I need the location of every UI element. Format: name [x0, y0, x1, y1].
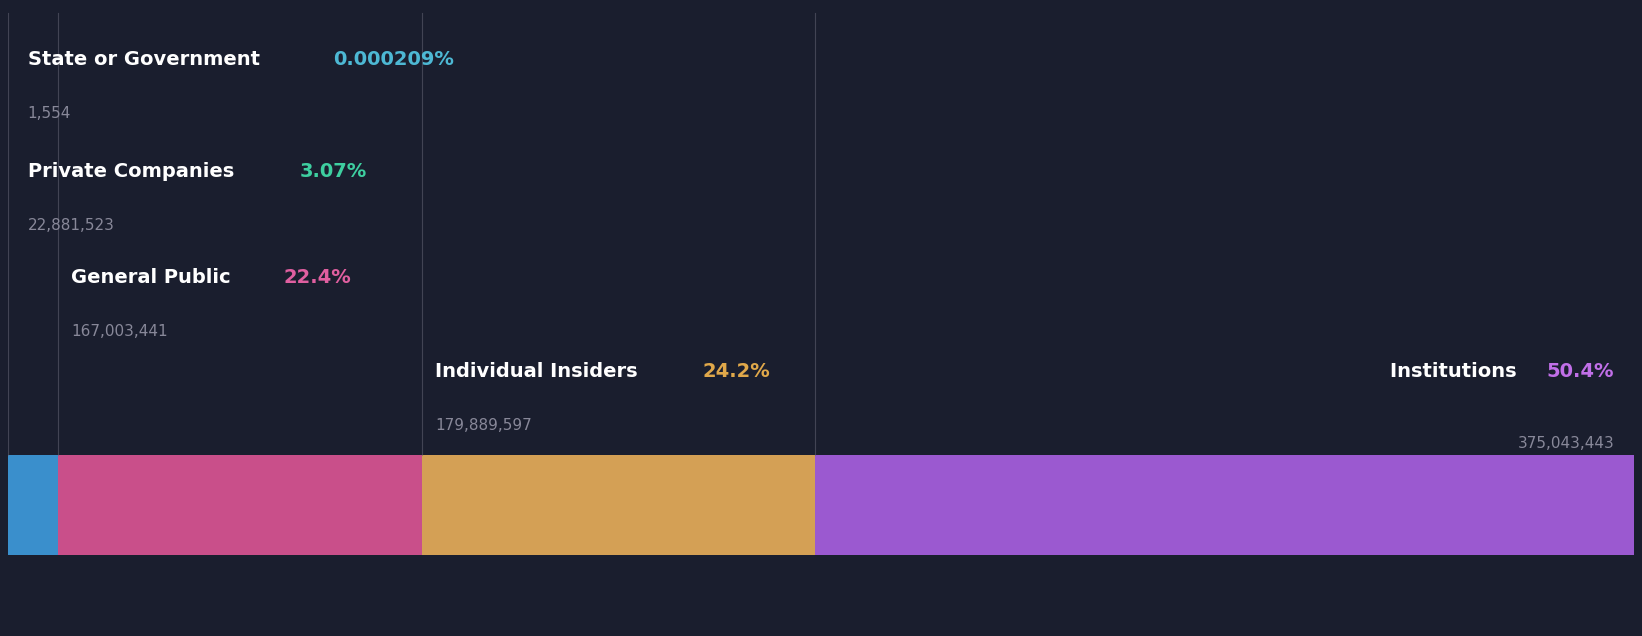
Text: 167,003,441: 167,003,441	[71, 324, 167, 339]
FancyBboxPatch shape	[422, 455, 814, 555]
Text: Individual Insiders: Individual Insiders	[435, 362, 644, 380]
Text: 24.2%: 24.2%	[703, 362, 770, 380]
Text: General Public: General Public	[71, 268, 238, 287]
Text: 179,889,597: 179,889,597	[435, 418, 532, 432]
Text: 50.4%: 50.4%	[1547, 362, 1614, 380]
Text: 3.07%: 3.07%	[300, 162, 368, 181]
FancyBboxPatch shape	[814, 455, 1634, 555]
Text: 22.4%: 22.4%	[284, 268, 351, 287]
FancyBboxPatch shape	[8, 455, 57, 555]
Text: 0.000209%: 0.000209%	[333, 50, 453, 69]
Text: 22,881,523: 22,881,523	[28, 218, 115, 233]
Text: State or Government: State or Government	[28, 50, 266, 69]
Text: Private Companies: Private Companies	[28, 162, 241, 181]
Text: 375,043,443: 375,043,443	[1517, 436, 1614, 452]
Text: 1,554: 1,554	[28, 106, 71, 121]
Text: Institutions: Institutions	[1389, 362, 1524, 380]
FancyBboxPatch shape	[57, 455, 422, 555]
